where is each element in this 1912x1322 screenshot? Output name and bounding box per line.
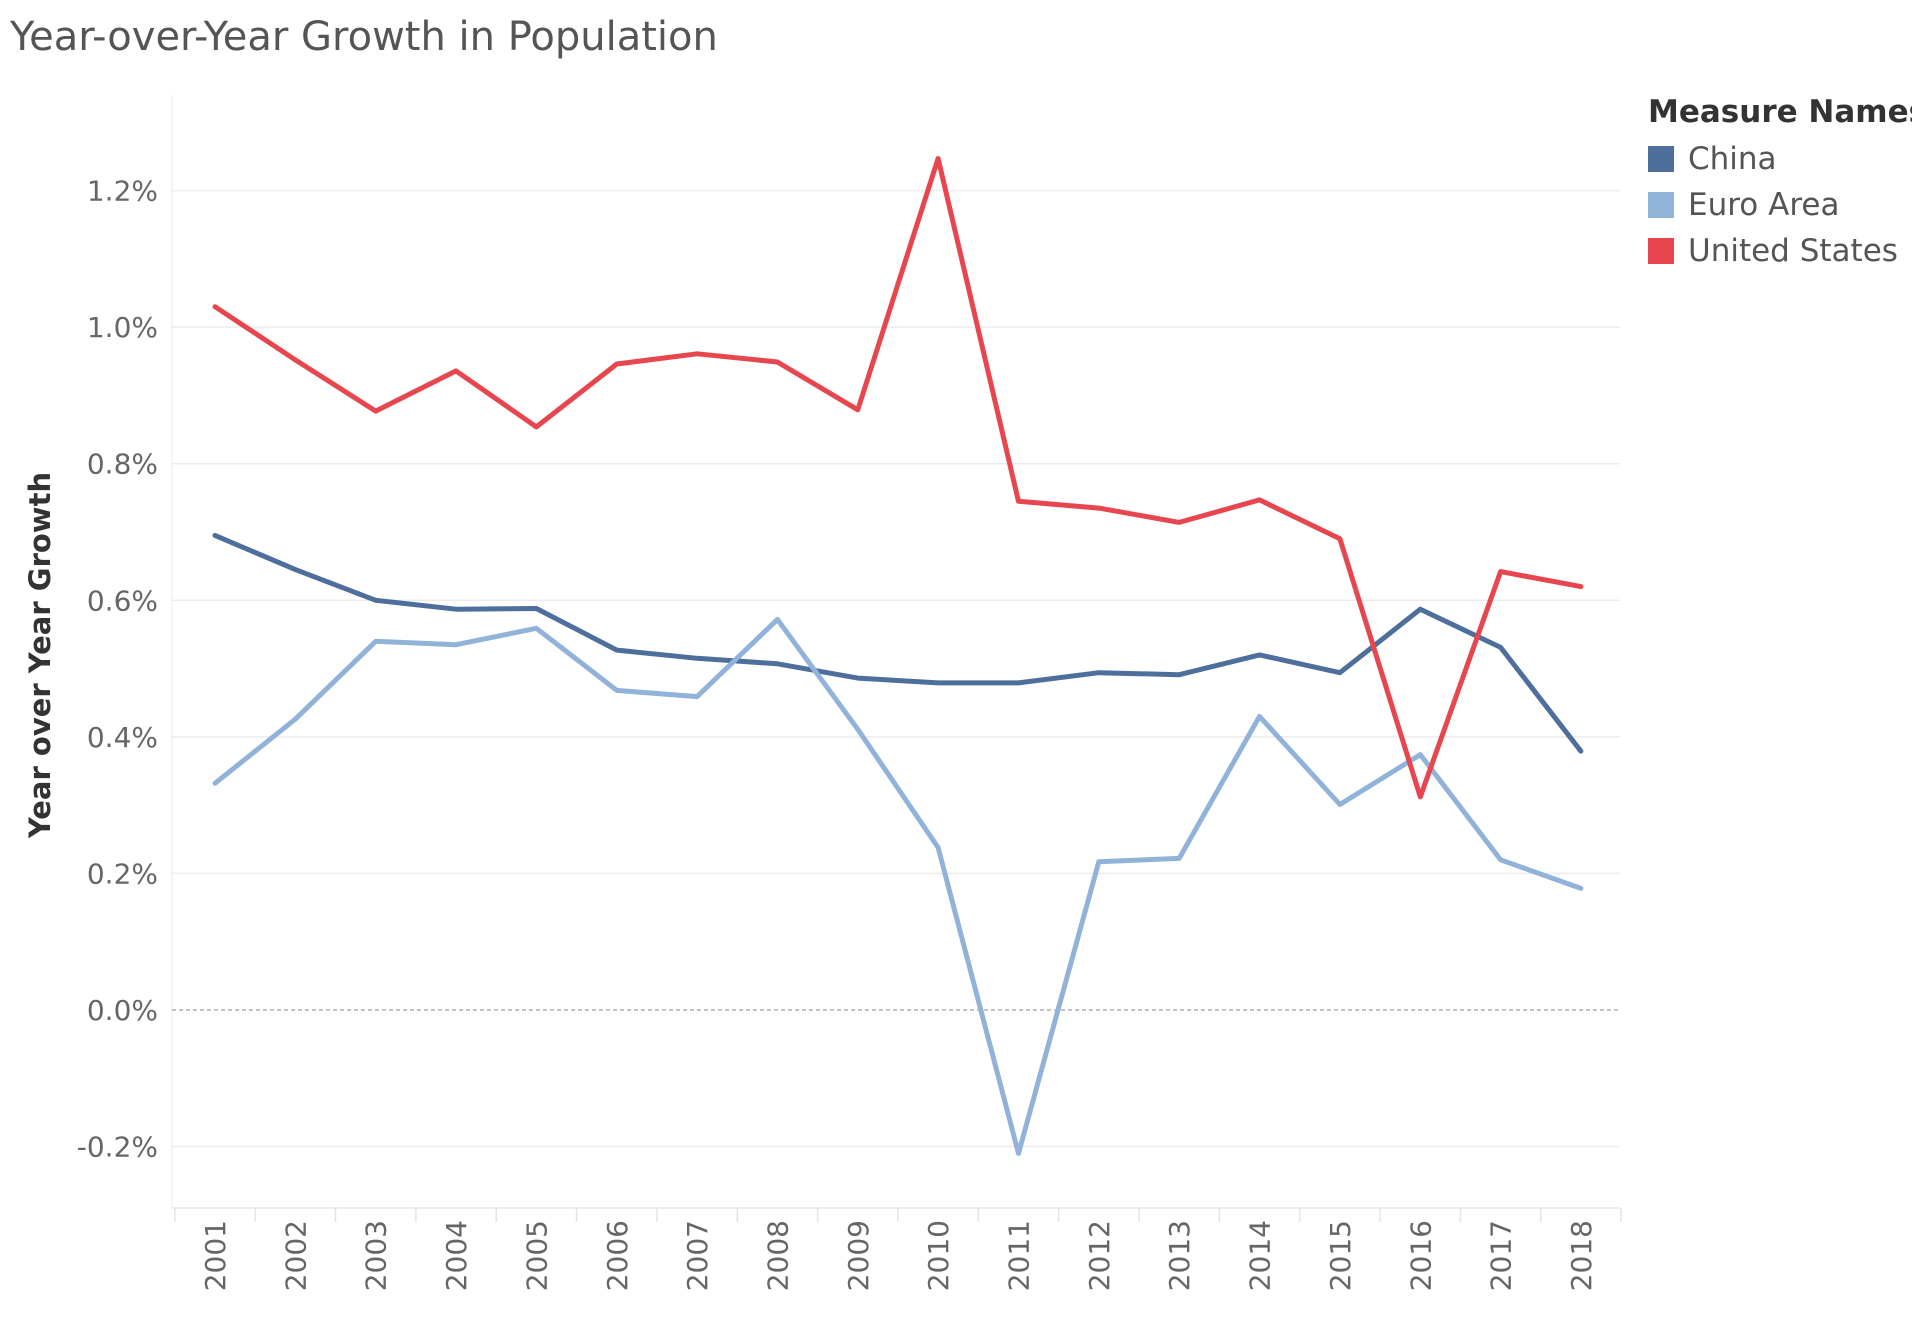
y-tick-label: 0.4% — [87, 721, 158, 754]
y-tick-label: 0.2% — [87, 857, 158, 890]
y-axis-ticks: -0.2% 0.0% 0.2% 0.4% 0.6% 0.8% 1.0% 1.2% — [77, 175, 158, 1164]
x-tick-label: 2014 — [1244, 1220, 1277, 1291]
y-tick-label: 1.0% — [87, 311, 158, 344]
legend: Measure Names China Euro Area United Sta… — [1648, 94, 1912, 274]
y-tick-label: 1.2% — [87, 175, 158, 208]
gridlines — [171, 95, 1620, 1209]
legend-label-united-states: United States — [1688, 233, 1898, 269]
x-tick-label: 2010 — [922, 1220, 955, 1291]
x-tick-label: 2016 — [1404, 1220, 1437, 1291]
y-tick-label: 0.8% — [87, 448, 158, 481]
y-tick-label: -0.2% — [77, 1131, 158, 1164]
y-tick-label: 0.0% — [87, 994, 158, 1027]
series-line-euro-area[interactable] — [212, 616, 1584, 1156]
legend-label-china: China — [1688, 141, 1777, 177]
series-lines — [212, 156, 1584, 1156]
chart-title: Year-over-Year Growth in Population — [10, 14, 718, 60]
series-line-china[interactable] — [212, 532, 1584, 754]
x-tick-label: 2018 — [1565, 1220, 1598, 1291]
x-tick-label: 2017 — [1485, 1220, 1518, 1291]
legend-item-euro-area[interactable]: Euro Area — [1648, 182, 1912, 228]
x-tick-label: 2015 — [1324, 1220, 1357, 1291]
legend-item-china[interactable]: China — [1648, 136, 1912, 182]
x-tick-label: 2009 — [842, 1220, 875, 1291]
legend-label-euro-area: Euro Area — [1688, 187, 1840, 223]
x-tick-label: 2003 — [360, 1220, 393, 1291]
legend-swatch-united-states — [1648, 238, 1674, 264]
x-tick-label: 2002 — [279, 1220, 312, 1291]
legend-title: Measure Names — [1648, 94, 1912, 130]
x-tick-label: 2004 — [440, 1220, 473, 1291]
y-tick-label: 0.6% — [87, 584, 158, 617]
x-tick-label: 2001 — [199, 1220, 232, 1291]
legend-swatch-euro-area — [1648, 192, 1674, 218]
x-tick-label: 2013 — [1163, 1220, 1196, 1291]
y-axis-label: Year over Year Growth — [23, 472, 57, 839]
x-tick-label: 2007 — [681, 1220, 714, 1291]
x-axis-ticks: 2001 2002 2003 2004 2005 2006 2007 2008 2009 2010… — [174, 1208, 1622, 1291]
x-tick-label: 2012 — [1083, 1220, 1116, 1291]
x-tick-label: 2006 — [601, 1220, 634, 1291]
series-line-united-states[interactable] — [212, 156, 1584, 800]
legend-swatch-china — [1648, 146, 1674, 172]
x-tick-label: 2011 — [1003, 1220, 1036, 1291]
x-tick-label: 2008 — [761, 1220, 794, 1291]
legend-item-united-states[interactable]: United States — [1648, 228, 1912, 274]
x-tick-label: 2005 — [520, 1220, 553, 1291]
